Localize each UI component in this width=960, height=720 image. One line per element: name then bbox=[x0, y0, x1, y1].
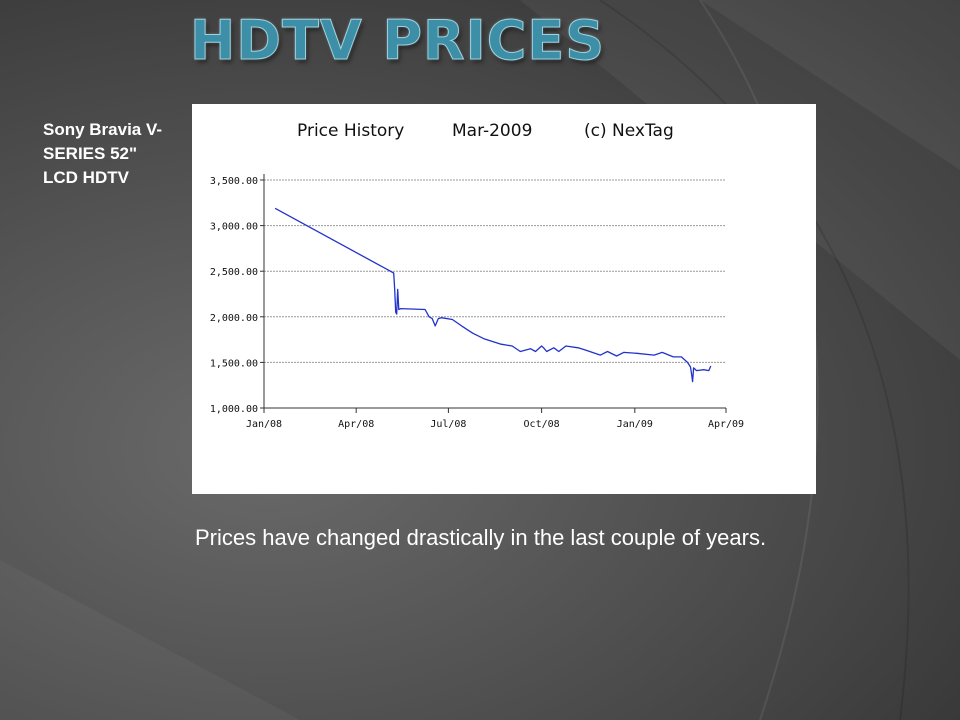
x-tick-label: Apr/09 bbox=[708, 419, 744, 430]
chart-gridlines bbox=[264, 179, 726, 363]
x-tick-label: Oct/08 bbox=[524, 419, 560, 430]
price-line bbox=[274, 207, 712, 383]
chart-series bbox=[274, 207, 712, 383]
chart-title-part: Mar-2009 bbox=[452, 121, 532, 141]
chart-title: Price History Mar-2009 (c) NexTag bbox=[297, 121, 674, 141]
product-caption: Sony Bravia V-SERIES 52" LCD HDTV bbox=[43, 120, 163, 187]
y-tick-label: 2,500.00 bbox=[210, 267, 258, 278]
y-tick-label: 1,500.00 bbox=[210, 358, 258, 369]
chart-title-part: (c) NexTag bbox=[584, 121, 674, 141]
y-tick-label: 1,000.00 bbox=[210, 404, 258, 415]
price-history-chart: Price History Mar-2009 (c) NexTag 1,000.00… bbox=[192, 104, 816, 494]
y-tick-label: 3,000.00 bbox=[210, 222, 258, 233]
y-axis-tick-labels: 1,000.00 1,500.00 2,000.00 2,500.00 3,000.00… bbox=[210, 176, 258, 415]
x-axis-tick-labels: Jan/08 Apr/08 Jul/08 Oct/08 Jan/09 Apr/09 bbox=[246, 419, 744, 430]
chart-title-part: Price History bbox=[297, 121, 404, 141]
y-tick-label: 2,000.00 bbox=[210, 313, 258, 324]
chart-axes bbox=[260, 174, 727, 413]
body-text: Prices have changed drastically in the l… bbox=[195, 525, 767, 550]
chart-canvas: Price History Mar-2009 (c) NexTag 1,000.00… bbox=[210, 121, 744, 430]
x-tick-label: Jan/09 bbox=[617, 419, 653, 430]
x-tick-label: Jul/08 bbox=[430, 419, 466, 430]
slide-title: HDTV Prices bbox=[189, 9, 606, 72]
x-tick-label: Apr/08 bbox=[338, 419, 374, 430]
y-tick-label: 3,500.00 bbox=[210, 176, 258, 187]
x-tick-label: Jan/08 bbox=[246, 419, 282, 430]
